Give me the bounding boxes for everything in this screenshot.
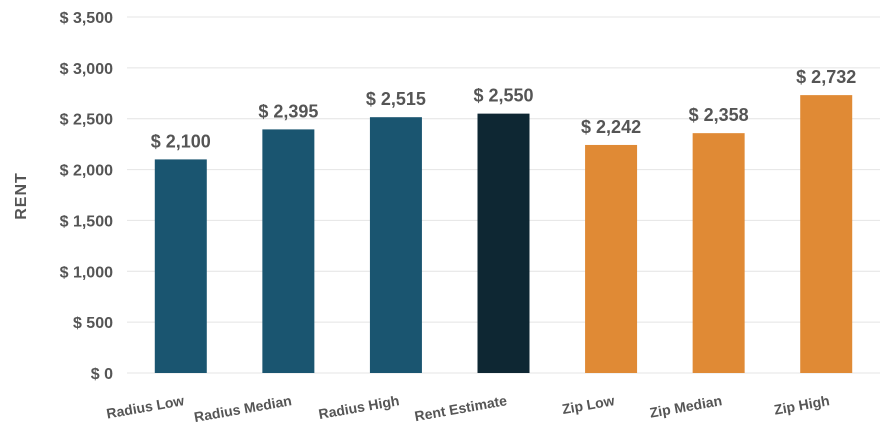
y-axis-ticks: $ 0 $ 500 $ 1,000 $ 1,500 $ 2,000 $ 2,500 $ 3,… bbox=[60, 10, 113, 383]
bar bbox=[585, 144, 638, 373]
bar-value-label: $ 2,515 bbox=[366, 89, 426, 109]
bar-value-label: $ 2,732 bbox=[796, 67, 856, 87]
y-tick-label: $ 2,000 bbox=[60, 163, 113, 180]
x-category-label: Radius Median bbox=[193, 392, 293, 425]
x-category-label: Radius Low bbox=[105, 392, 185, 421]
bar bbox=[369, 117, 422, 373]
y-axis-label: RENT bbox=[13, 172, 30, 220]
bar bbox=[477, 113, 530, 373]
y-tick-label: $ 2,500 bbox=[60, 112, 113, 129]
x-category-label: Radius High bbox=[317, 392, 400, 422]
bar bbox=[262, 129, 315, 373]
bars bbox=[154, 95, 853, 373]
bar-value-label: $ 2,242 bbox=[581, 117, 641, 137]
x-category-label: Rent Estimate bbox=[413, 392, 508, 424]
x-axis-categories: Radius Low Radius Median Radius High Rent E… bbox=[105, 392, 831, 425]
x-category-label: Zip Low bbox=[561, 392, 616, 417]
y-tick-label: $ 0 bbox=[91, 366, 113, 383]
value-labels: $ 2,100 $ 2,395 $ 2,515 $ 2,550 $ 2,242 $ 2,3… bbox=[151, 67, 856, 151]
bar-value-label: $ 2,550 bbox=[473, 86, 533, 106]
y-tick-label: $ 500 bbox=[73, 315, 113, 332]
y-tick-label: $ 3,000 bbox=[60, 61, 113, 78]
bar bbox=[692, 133, 745, 373]
x-category-label: Zip Median bbox=[648, 392, 723, 420]
y-tick-label: $ 1,500 bbox=[60, 213, 113, 230]
y-tick-label: $ 3,500 bbox=[60, 10, 113, 27]
bar-value-label: $ 2,358 bbox=[689, 105, 749, 125]
bar-value-label: $ 2,100 bbox=[151, 131, 211, 151]
bar-value-label: $ 2,395 bbox=[258, 101, 318, 121]
y-tick-label: $ 1,000 bbox=[60, 264, 113, 281]
x-category-label: Zip High bbox=[773, 392, 831, 417]
bar bbox=[800, 95, 853, 373]
bar bbox=[154, 159, 207, 373]
